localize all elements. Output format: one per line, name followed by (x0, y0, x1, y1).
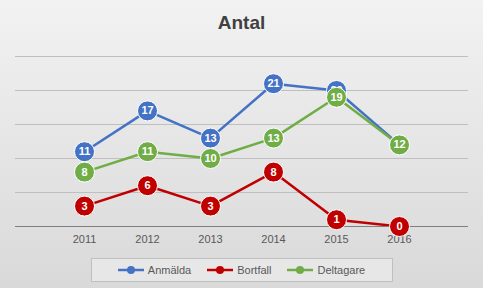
svg-text:10: 10 (204, 152, 216, 164)
svg-text:2014: 2014 (261, 233, 285, 245)
svg-text:13: 13 (204, 132, 216, 144)
svg-text:0: 0 (396, 220, 402, 232)
svg-text:12: 12 (393, 138, 405, 150)
svg-text:11: 11 (79, 145, 91, 157)
svg-text:13: 13 (267, 132, 279, 144)
svg-text:19: 19 (330, 91, 342, 103)
svg-text:2012: 2012 (135, 233, 159, 245)
svg-text:3: 3 (207, 200, 213, 212)
svg-text:21: 21 (267, 77, 279, 89)
svg-text:6: 6 (144, 179, 150, 191)
svg-text:12: 12 (393, 138, 405, 150)
svg-text:1: 1 (333, 213, 339, 225)
html-text:Bortfall: Bortfall (237, 264, 272, 276)
html-text:Deltagare: Deltagare (317, 264, 366, 276)
html-text:Anmälda: Anmälda (147, 264, 192, 276)
svg-text:8: 8 (81, 166, 87, 178)
svg-text:8: 8 (270, 166, 276, 178)
svg-text:17: 17 (141, 104, 153, 116)
html-text:Antal: Antal (217, 12, 266, 33)
svg-text:2016: 2016 (387, 233, 412, 246)
svg-text:3: 3 (81, 200, 87, 212)
svg-text:2013: 2013 (198, 233, 222, 245)
svg-text:11: 11 (142, 145, 154, 157)
svg-text:2015: 2015 (324, 233, 348, 245)
svg-text:2011: 2011 (73, 233, 97, 245)
